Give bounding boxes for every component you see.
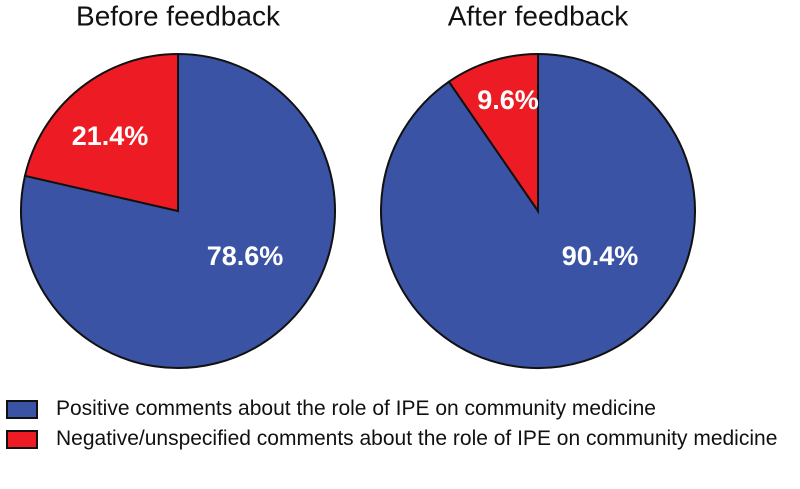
slice-label: 9.6% xyxy=(477,85,539,115)
pie-slice xyxy=(447,52,539,215)
legend-entry: Positive comments about the role of IPE … xyxy=(4,394,800,424)
legend-swatch xyxy=(6,430,38,449)
pie-slice xyxy=(23,52,179,213)
chart-title: After feedback xyxy=(448,0,630,31)
charts: Before feedback 78.6% 21.4% After feedback 9… xyxy=(20,0,696,369)
legend-label: Positive comments about the role of IPE … xyxy=(56,397,656,420)
slice-label: 90.4% xyxy=(562,241,639,271)
legend-label: Negative/unspecified comments about the … xyxy=(56,427,778,450)
legend-entry: Negative/unspecified comments about the … xyxy=(4,424,800,454)
legend-swatch xyxy=(6,400,38,419)
slice-label: 78.6% xyxy=(207,241,284,271)
legend: Positive comments about the role of IPE … xyxy=(4,394,800,454)
chart-title: Before feedback xyxy=(76,0,281,31)
slice-label: 21.4% xyxy=(72,121,149,151)
